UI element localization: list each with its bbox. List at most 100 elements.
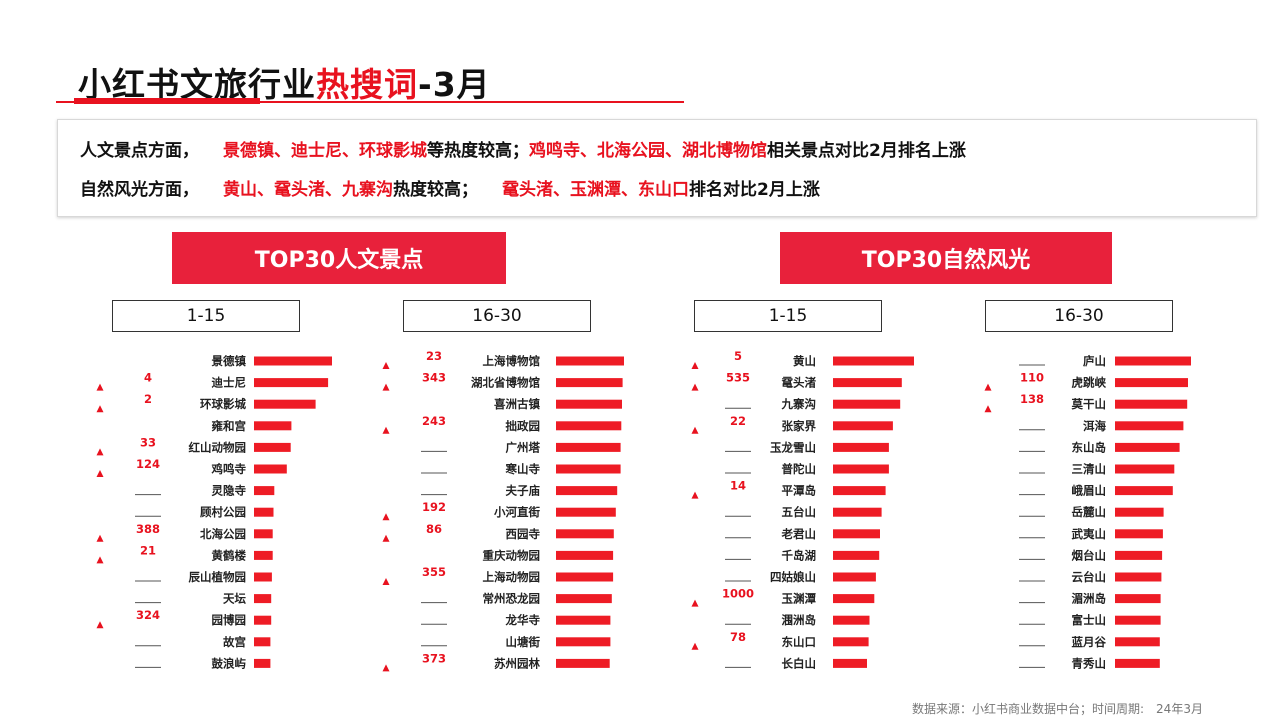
bar	[833, 421, 893, 431]
bar	[556, 572, 614, 582]
bar	[1115, 550, 1163, 560]
rank-change-value: 2	[144, 392, 152, 406]
bar	[833, 594, 875, 604]
rank-up-arrow-icon	[96, 534, 104, 542]
bar	[254, 529, 273, 539]
category-label: 云台山	[1072, 570, 1107, 584]
rank-change-value: 373	[422, 651, 446, 665]
category-label: 峨眉山	[1072, 484, 1107, 498]
rank-change-value: 243	[422, 414, 446, 428]
category-label: 重庆动物园	[483, 548, 541, 562]
rank-change-value: 535	[726, 371, 750, 385]
rank-up-arrow-icon	[96, 405, 104, 413]
rank-change-value: 1000	[722, 587, 754, 601]
category-label: 三清山	[1072, 462, 1107, 476]
range-box-nature-16-30: 16-30	[985, 300, 1173, 332]
rank-change-value: 192	[422, 500, 446, 514]
bar	[833, 464, 889, 474]
bar	[1115, 421, 1184, 431]
bar	[556, 637, 611, 647]
category-label: 玉龙雪山	[770, 440, 816, 454]
category-label: 红山动物园	[189, 440, 247, 454]
category-label: 莫干山	[1071, 397, 1107, 411]
bar	[254, 399, 316, 409]
rank-up-arrow-icon	[691, 426, 699, 434]
rank-change-value: 14	[730, 479, 746, 493]
rank-change-value: 124	[136, 457, 160, 471]
rank-change-value: 33	[140, 435, 156, 449]
bar	[833, 550, 880, 560]
rank-up-arrow-icon	[96, 383, 104, 391]
bar	[556, 399, 622, 409]
rank-change-value: 22	[730, 414, 746, 428]
bar	[556, 658, 610, 668]
summary-line-nature: 自然风光方面， 黄山、鼋头渚、九寨沟热度较高； 鼋头渚、玉渊潭、东山口排名对比2月上…	[80, 180, 820, 200]
bar	[1115, 378, 1188, 388]
category-label: 龙华寺	[505, 613, 541, 627]
rank-up-arrow-icon	[382, 534, 390, 542]
bar	[254, 421, 292, 431]
bar	[1115, 594, 1161, 604]
bar	[1115, 572, 1162, 582]
bar	[833, 572, 876, 582]
rank-up-arrow-icon	[96, 556, 104, 564]
category-label: 张家界	[782, 419, 817, 433]
data-source-footer: 数据来源：小红书商业数据中台；时间周期: 24年3月	[912, 702, 1203, 716]
bar	[254, 594, 272, 604]
category-label: 天坛	[223, 592, 246, 606]
category-label: 苏州园林	[494, 656, 540, 670]
bar	[556, 464, 621, 474]
category-label: 湄洲岛	[1072, 592, 1107, 606]
bar	[833, 399, 901, 409]
rank-change-value: 138	[1020, 392, 1044, 406]
bar	[1115, 507, 1164, 517]
category-label: 夫子庙	[506, 484, 541, 498]
rank-change-value: 388	[136, 522, 160, 536]
rank-change-value: 110	[1020, 371, 1044, 385]
category-label: 小河直街	[493, 505, 540, 519]
summary-line-cultural: 人文景点方面， 景德镇、迪士尼、环球影城等热度较高；鸡鸣寺、北海公园、湖北博物馆相…	[80, 141, 966, 161]
bar	[556, 507, 616, 517]
bar	[254, 486, 275, 496]
bar	[1115, 399, 1188, 409]
bar	[833, 637, 869, 647]
category-label: 黄鹤楼	[212, 548, 247, 562]
category-label: 鼋头渚	[781, 376, 817, 390]
range-box-cultural-16-30: 16-30	[403, 300, 591, 332]
category-label: 环球影城	[200, 397, 246, 411]
title-underline-accent	[74, 98, 260, 104]
category-label: 灵隐寺	[212, 484, 247, 498]
range-box-nature-1-15: 1-15	[694, 300, 882, 332]
category-label: 景德镇	[211, 354, 247, 368]
category-label: 园博园	[212, 613, 247, 627]
rank-up-arrow-icon	[691, 491, 699, 499]
category-label: 庐山	[1083, 354, 1106, 368]
rank-up-arrow-icon	[382, 578, 390, 585]
category-label: 涠洲岛	[782, 613, 817, 627]
bar	[1115, 442, 1180, 452]
rank-change-value: 23	[426, 349, 442, 363]
range-box-cultural-1-15: 1-15	[112, 300, 300, 332]
rank-change-value: 78	[730, 630, 746, 644]
category-label: 九寨沟	[781, 397, 817, 411]
bar	[254, 572, 272, 582]
rank-change-value: 324	[136, 608, 160, 622]
category-label: 洱海	[1083, 419, 1106, 433]
rank-up-arrow-icon	[96, 470, 104, 477]
category-label: 玉渊潭	[782, 592, 817, 606]
category-label: 青秀山	[1072, 656, 1107, 670]
bar	[556, 378, 623, 388]
category-label: 鼓浪屿	[212, 656, 247, 670]
rank-up-arrow-icon	[691, 383, 699, 391]
rank-up-arrow-icon	[382, 362, 390, 369]
bar	[556, 486, 618, 496]
bar	[1115, 464, 1175, 474]
category-label: 上海动物园	[483, 570, 541, 584]
bar	[254, 615, 272, 625]
bar	[254, 356, 332, 366]
bar	[556, 529, 614, 539]
category-label: 平潭岛	[782, 484, 817, 498]
category-label: 广州塔	[506, 440, 541, 454]
bar	[833, 378, 902, 388]
category-label: 虎跳峡	[1072, 376, 1107, 390]
